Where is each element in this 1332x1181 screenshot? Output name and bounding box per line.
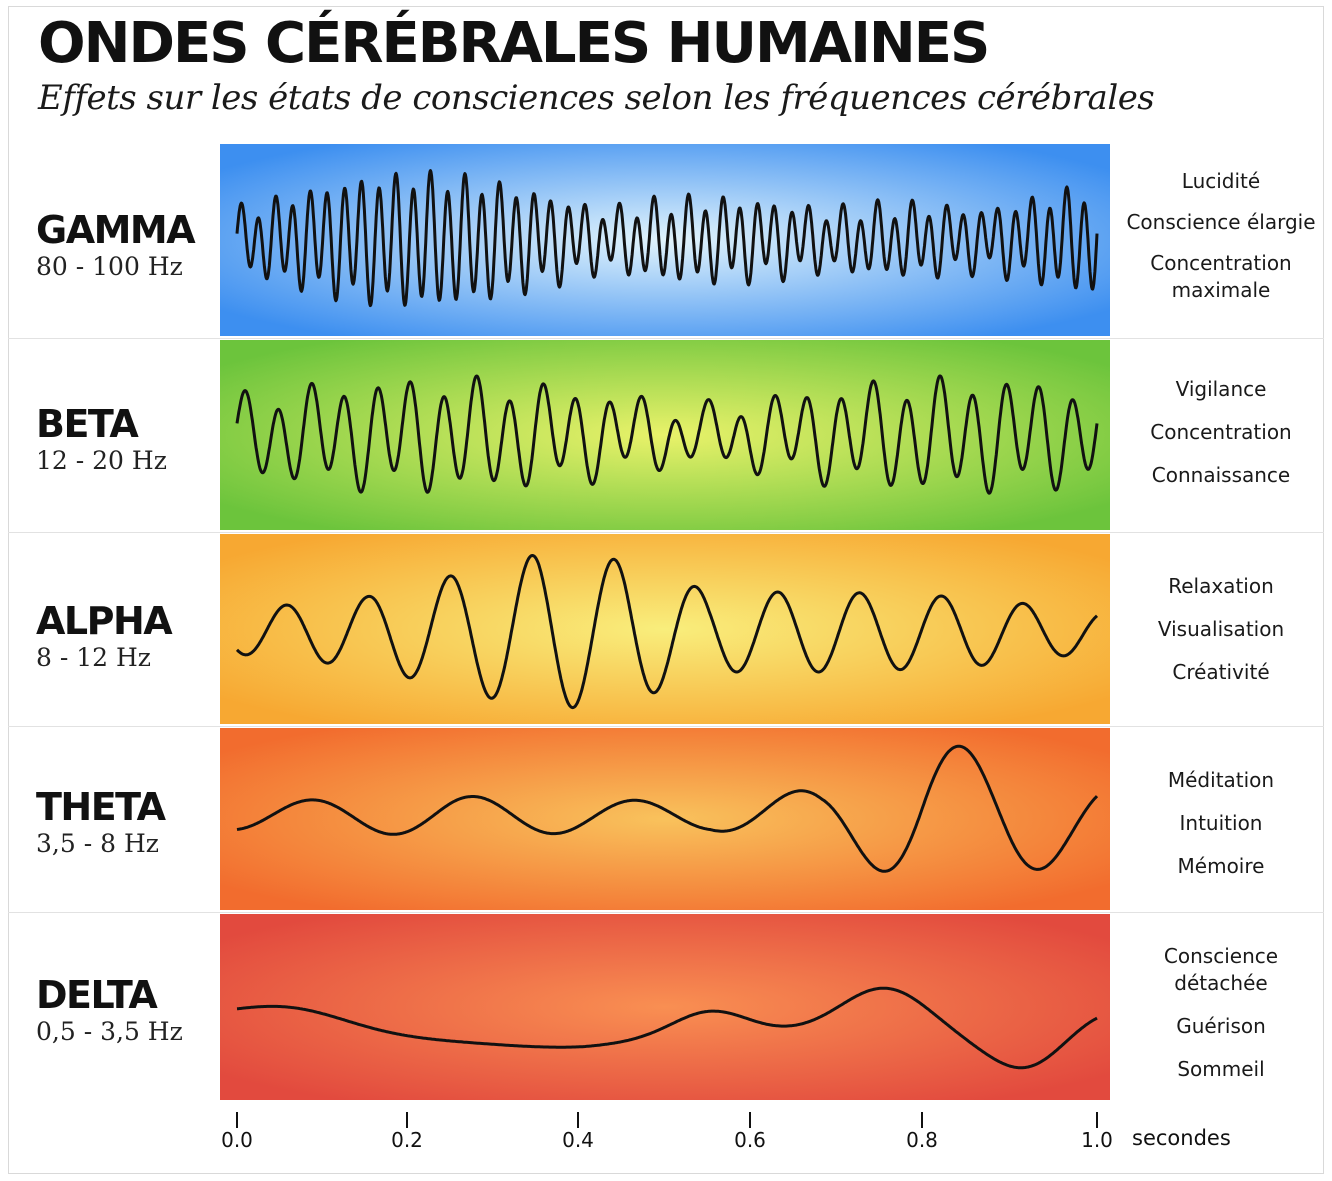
band-effects-gamma: Lucidité Conscience élargie Concentratio… — [1118, 168, 1324, 320]
wave-panel-beta — [220, 340, 1110, 530]
band-effects-delta: Conscience détachée Guérison Sommeil — [1118, 943, 1324, 1099]
axis-tick-mark — [921, 1112, 923, 1128]
wave-line-alpha — [235, 554, 1099, 710]
effect-item: Vigilance — [1175, 377, 1267, 401]
band-row-alpha: ALPHA 8 - 12 Hz Relaxation Visualisation… — [8, 532, 1324, 726]
band-row-theta: THETA 3,5 - 8 Hz Méditation Intuition Mé… — [8, 726, 1324, 912]
wave-line-beta — [235, 374, 1099, 495]
band-name-delta: DELTA — [36, 973, 158, 1017]
band-name-alpha: ALPHA — [36, 599, 173, 643]
band-row-delta: DELTA 0,5 - 3,5 Hz Conscience détachée G… — [8, 912, 1324, 1100]
wave-panel-delta — [220, 914, 1110, 1100]
axis-tick-label: 0.2 — [391, 1128, 423, 1152]
effect-item: Visualisation — [1157, 617, 1285, 641]
band-row-beta: BETA 12 - 20 Hz Vigilance Concentration … — [8, 338, 1324, 532]
band-range-beta: 12 - 20 Hz — [36, 446, 167, 475]
band-range-theta: 3,5 - 8 Hz — [36, 829, 159, 858]
wave-line-delta — [236, 986, 1098, 1070]
axis-tick-mark — [1096, 1112, 1098, 1128]
band-effects-alpha: Relaxation Visualisation Créativité — [1118, 573, 1324, 702]
effect-item: Concentration — [1150, 420, 1292, 444]
band-effects-theta: Méditation Intuition Mémoire — [1118, 767, 1324, 896]
band-name-beta: BETA — [36, 402, 139, 446]
axis-unit-label: secondes — [1132, 1126, 1231, 1150]
axis-tick-label: 0.8 — [906, 1128, 938, 1152]
effect-item: Guérison — [1176, 1014, 1266, 1038]
wave-line-theta — [236, 744, 1099, 873]
wave-panel-alpha — [220, 534, 1110, 724]
axis-tick-mark — [236, 1112, 238, 1128]
axis-tick-mark — [406, 1112, 408, 1128]
effect-item: Méditation — [1167, 768, 1275, 792]
axis-tick-label: 0.4 — [562, 1128, 594, 1152]
page-title: ONDES CÉRÉBRALES HUMAINES — [38, 11, 990, 76]
axis-tick-mark — [577, 1112, 579, 1128]
effect-item: Connaissance — [1151, 463, 1291, 487]
panel-background — [220, 914, 1110, 1100]
band-row-gamma: GAMMA 80 - 100 Hz Lucidité Conscience él… — [8, 144, 1324, 338]
wave-line-gamma — [235, 169, 1099, 308]
axis-tick-label: 0.0 — [221, 1128, 253, 1152]
effect-item: Mémoire — [1177, 854, 1265, 878]
effect-item: Concentration maximale — [1150, 251, 1292, 302]
band-effects-beta: Vigilance Concentration Connaissance — [1118, 376, 1324, 505]
wave-panel-theta — [220, 728, 1110, 910]
band-range-gamma: 80 - 100 Hz — [36, 252, 183, 281]
effect-item: Conscience élargie — [1126, 210, 1316, 234]
panel-background — [220, 340, 1110, 530]
band-range-alpha: 8 - 12 Hz — [36, 643, 151, 672]
panel-background — [220, 728, 1110, 910]
page-subtitle: Effets sur les états de consciences selo… — [38, 78, 1155, 118]
panel-background — [220, 534, 1110, 724]
effect-item: Créativité — [1172, 660, 1270, 684]
band-range-delta: 0,5 - 3,5 Hz — [36, 1017, 183, 1046]
wave-panel-gamma — [220, 144, 1110, 336]
band-name-theta: THETA — [36, 785, 166, 829]
axis-tick-mark — [749, 1112, 751, 1128]
axis-tick-label: 0.6 — [734, 1128, 766, 1152]
diagram-frame — [8, 6, 1324, 1174]
axis-tick-label: 1.0 — [1081, 1128, 1113, 1152]
effect-item: Conscience détachée — [1163, 944, 1279, 995]
band-name-gamma: GAMMA — [36, 208, 196, 252]
effect-item: Lucidité — [1181, 169, 1261, 193]
effect-item: Relaxation — [1168, 574, 1274, 598]
effect-item: Sommeil — [1177, 1057, 1265, 1081]
effect-item: Intuition — [1179, 811, 1263, 835]
